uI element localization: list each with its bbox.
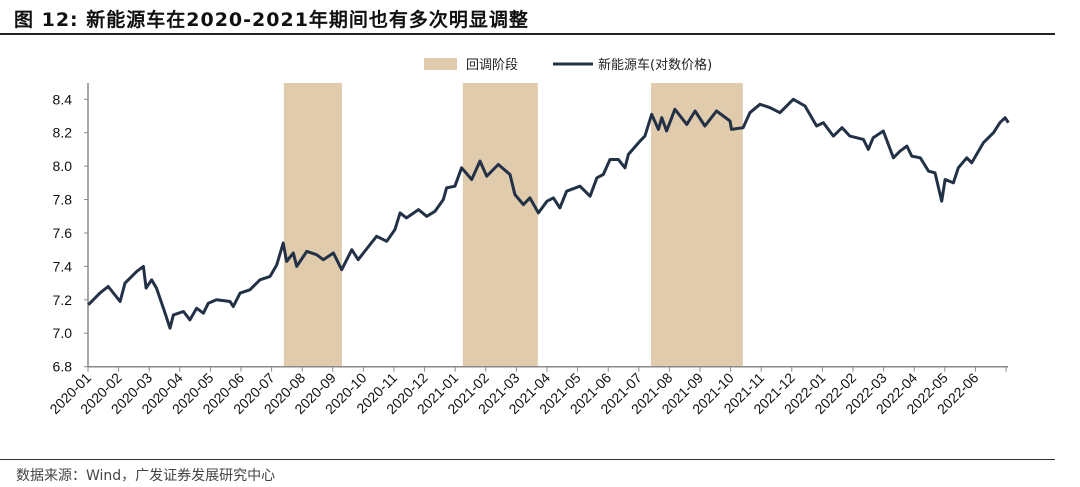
shaded-region-1: [283, 83, 342, 367]
source-note: 数据来源：Wind，广发证券发展研究中心: [16, 468, 276, 484]
y-tick-label: 6.8: [53, 359, 73, 375]
title-divider: [0, 33, 1055, 35]
y-tick-label: 7.8: [53, 192, 73, 208]
y-tick-label: 7.0: [53, 325, 73, 341]
y-tick-label: 7.2: [53, 292, 73, 308]
y-tick-label: 7.4: [53, 258, 73, 274]
shaded-region-2: [462, 83, 538, 367]
shaded-regions: [283, 83, 743, 367]
legend-label-line: 新能源车(对数价格): [598, 57, 712, 73]
y-axis-ticks: 6.8 7.0 7.2 7.4 7.6 7.8 8.0 8.2 8.4: [53, 91, 88, 375]
legend-label-shaded: 回调阶段: [466, 58, 518, 73]
legend: 回调阶段 新能源车(对数价格): [424, 57, 712, 73]
footer-divider: [0, 459, 1055, 460]
y-tick-label: 8.4: [53, 91, 73, 107]
axes: [87, 83, 1008, 368]
series-line-new-energy-vehicles: [87, 97, 1010, 330]
x-axis-ticks: 2020-012020-022020-032020-042020-052020-…: [46, 366, 1007, 417]
y-tick-label: 7.6: [53, 225, 73, 241]
legend-swatch-shaded: [424, 58, 457, 70]
y-tick-label: 8.0: [53, 158, 73, 174]
chart-title: 图 12: 新能源车在2020-2021年期间也有多次明显调整: [14, 9, 529, 31]
line-chart: 6.8 7.0 7.2 7.4 7.6 7.8 8.0 8.2 8.4 2020-012020-…: [46, 57, 1010, 417]
y-tick-label: 8.2: [53, 125, 73, 141]
